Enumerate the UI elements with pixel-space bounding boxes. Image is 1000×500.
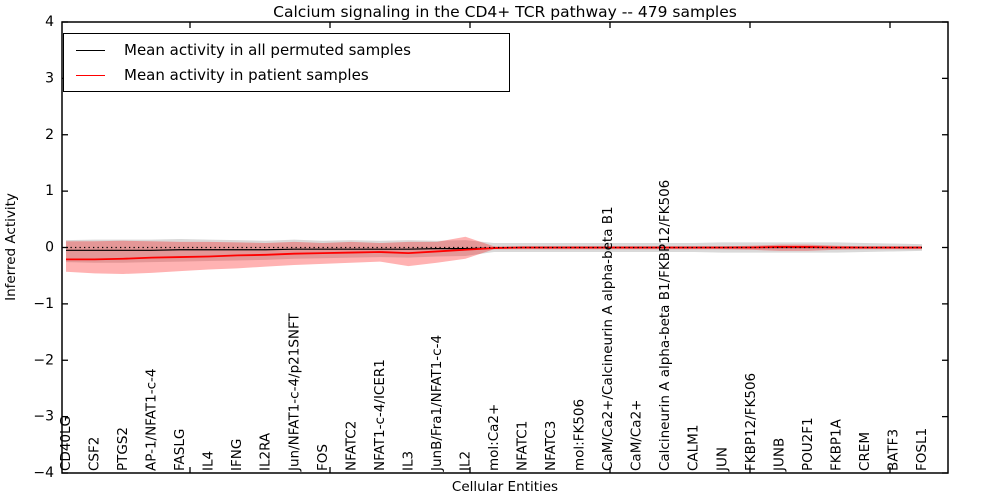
x-tick-label: CALM1 xyxy=(686,425,702,471)
x-tick-label: mol:FK506 xyxy=(572,399,588,471)
x-tick-label: IL2 xyxy=(457,451,473,471)
x-tick-label: JUNB xyxy=(771,438,787,472)
legend-label-patient: Mean activity in patient samples xyxy=(124,66,369,84)
x-tick-label: CSF2 xyxy=(87,437,103,471)
y-tick-label: −3 xyxy=(33,409,54,425)
legend: Mean activity in all permuted samples Me… xyxy=(63,33,510,92)
x-tick-label: FASLG xyxy=(172,429,188,471)
x-tick-label: CaM/Ca2+/Calcineurin A alpha-beta B1 xyxy=(600,206,616,471)
x-tick-label: IL3 xyxy=(400,451,416,471)
y-tick-label: 2 xyxy=(45,127,54,143)
x-tick-label: CaM/Ca2+ xyxy=(629,400,645,472)
y-axis-title: Inferred Activity xyxy=(3,193,19,301)
x-tick-label: FOS xyxy=(315,444,331,471)
x-tick-label: CD40LG xyxy=(58,416,74,471)
legend-label-permuted: Mean activity in all permuted samples xyxy=(124,41,411,59)
chart-title: Calcium signaling in the CD4+ TCR pathwa… xyxy=(273,3,737,21)
x-tick-label: CREM xyxy=(857,432,873,471)
x-tick-label: PTGS2 xyxy=(115,427,131,471)
y-tick-label: 4 xyxy=(45,14,54,30)
permuted-line-swatch xyxy=(76,49,105,51)
legend-row-permuted: Mean activity in all permuted samples xyxy=(76,41,509,59)
y-tick-label: −4 xyxy=(33,465,54,481)
x-tick-label: Calcineurin A alpha-beta B1/FKBP12/FK506 xyxy=(657,180,673,471)
x-tick-label: IFNG xyxy=(229,439,245,471)
x-tick-label: NFATC2 xyxy=(343,421,359,471)
x-tick-label: POU2F1 xyxy=(800,417,816,471)
x-tick-label: JUN xyxy=(714,447,730,472)
x-tick-label: JunB/Fra1/NFAT1-c-4 xyxy=(429,335,445,472)
x-tick-label: NFATC1 xyxy=(515,421,531,471)
y-tick-label: 0 xyxy=(45,240,54,256)
x-tick-label: NFAT1-c-4/ICER1 xyxy=(372,359,388,471)
x-tick-label: AP-1/NFAT1-c-4 xyxy=(144,369,160,472)
x-tick-label: IL4 xyxy=(201,451,217,471)
legend-row-patient: Mean activity in patient samples xyxy=(76,66,509,84)
x-axis-title: Cellular Entities xyxy=(451,479,559,495)
x-tick-label: IL2RA xyxy=(258,432,274,471)
x-tick-label: BATF3 xyxy=(885,429,901,471)
patient-line-swatch xyxy=(76,74,105,76)
x-tick-label: Jun/NFAT1-c-4/p21SNFT xyxy=(286,312,302,472)
x-tick-label: FKBP12/FK506 xyxy=(743,373,759,471)
y-tick-label: 3 xyxy=(45,70,54,86)
permuted-samples-std-band xyxy=(66,239,922,263)
y-tick-label: 1 xyxy=(45,183,54,199)
x-tick-label: mol:Ca2+ xyxy=(486,404,502,471)
y-tick-label: −2 xyxy=(33,352,54,368)
patient-samples-std-band xyxy=(66,236,922,274)
y-tick-label: −1 xyxy=(33,296,54,312)
x-tick-label: FOSL1 xyxy=(914,428,930,471)
x-tick-label: FKBP1A xyxy=(828,418,844,471)
x-tick-label: NFATC3 xyxy=(543,421,559,471)
